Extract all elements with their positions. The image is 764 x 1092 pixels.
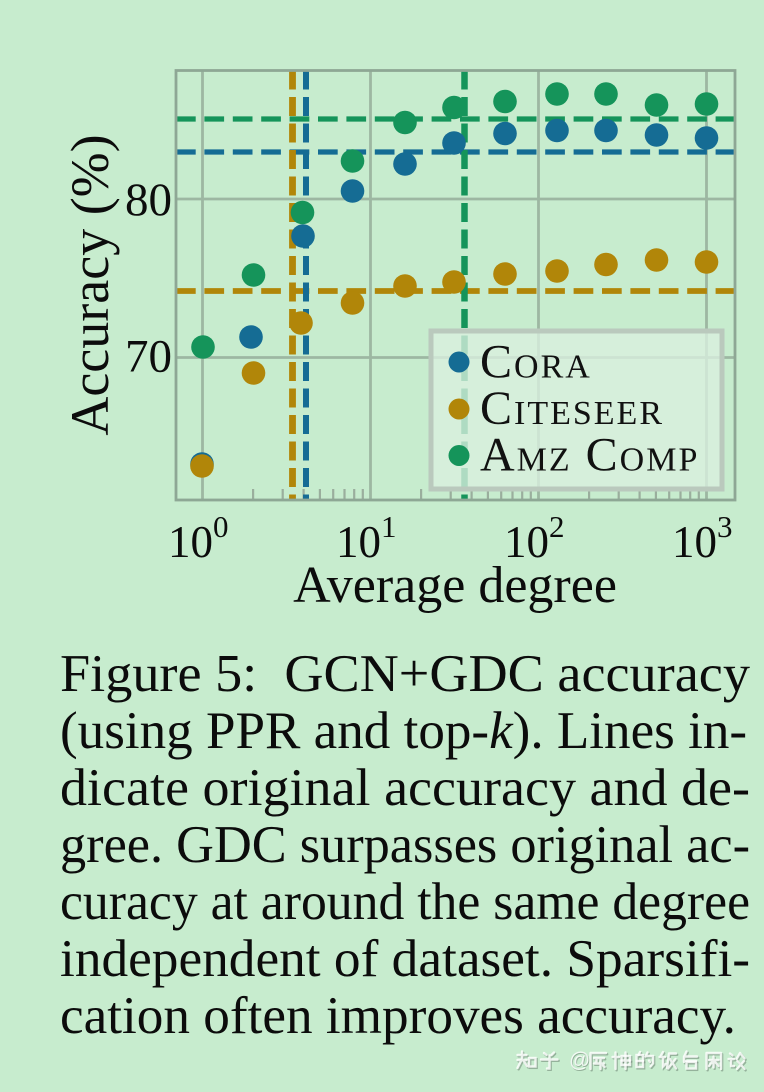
svg-text:70: 70 [125,331,172,383]
svg-text:Cora: Cora [480,336,592,389]
svg-text:Accuracy (%): Accuracy (%) [60,134,120,435]
svg-text:Average degree: Average degree [293,557,617,614]
svg-text:103: 103 [672,509,733,567]
svg-text:Amz Comp: Amz Comp [480,429,699,482]
svg-text:Citeseer: Citeseer [480,382,664,435]
svg-text:@: @ [570,1050,591,1073]
svg-text:100: 100 [168,509,229,567]
svg-text:80: 80 [125,174,172,226]
svg-text:@: @ [569,1049,590,1072]
